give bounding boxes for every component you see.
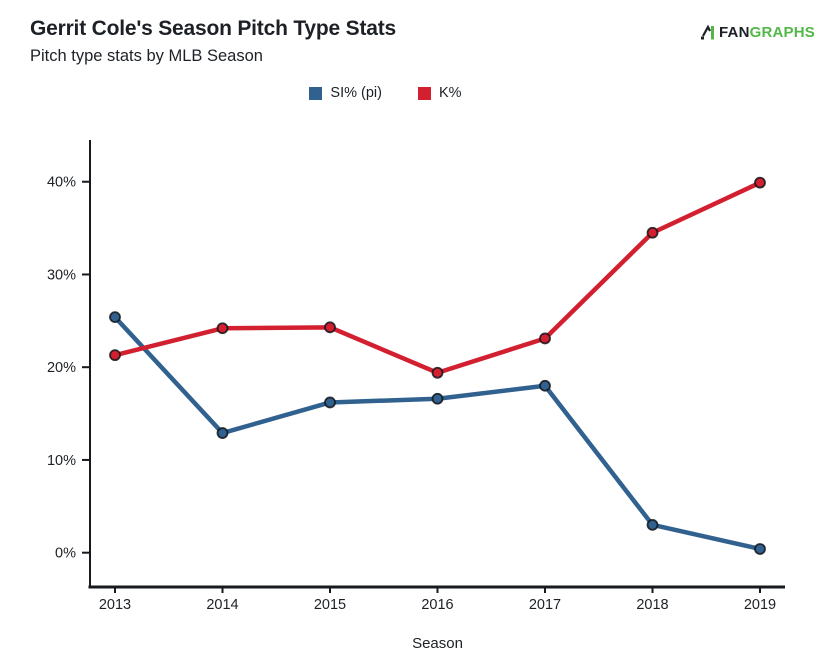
x-tick-label: 2013 [99, 597, 131, 613]
y-tick-label: 10% [47, 453, 76, 469]
data-point[interactable] [109, 349, 121, 362]
fangraphs-logo[interactable]: FAN GRAPHS [699, 24, 815, 41]
y-axis-ticks: 0% 10% 20% 30% 40% [47, 175, 90, 562]
x-tick-label: 2018 [636, 597, 668, 613]
y-tick-label: 20% [47, 360, 76, 376]
data-point[interactable] [646, 518, 659, 531]
y-tick-label: 40% [47, 175, 76, 191]
x-tick-label: 2015 [314, 597, 346, 613]
axes [88, 140, 785, 589]
page-title: Gerrit Cole's Season Pitch Type Stats [30, 17, 396, 40]
data-point[interactable] [646, 226, 659, 239]
x-axis-title-group: Season [412, 635, 463, 652]
series-points [109, 176, 766, 555]
data-point[interactable] [539, 332, 551, 345]
chart-header: Gerrit Cole's Season Pitch Type Stats Pi… [30, 16, 815, 67]
data-point[interactable] [754, 543, 766, 555]
legend-item-si[interactable]: SI% (pi) [309, 85, 382, 101]
x-tick-label: 2014 [206, 597, 238, 613]
data-point[interactable] [324, 396, 336, 409]
line-chart: 0%10%20%30%40%2013 2014 2015 2016 2017 2018 20… [47, 140, 785, 652]
data-point[interactable] [754, 176, 766, 189]
x-tick-label: 2016 [421, 597, 453, 613]
logo-text-graphs: GRAPHS [749, 24, 815, 41]
legend-item-k[interactable]: K% [418, 85, 462, 101]
series-lines [112, 180, 763, 552]
data-point[interactable] [216, 427, 229, 439]
legend-label-k: K% [439, 85, 462, 101]
fangraphs-logo-icon [699, 24, 716, 41]
x-axis-ticks: 2013 2014 2015 2016 2017 2018 2019 [99, 587, 776, 613]
logo-text-fan: FAN [719, 24, 750, 41]
y-tick-label: 0% [55, 546, 76, 562]
data-point[interactable] [216, 322, 229, 335]
data-point[interactable] [431, 366, 444, 379]
page-subtitle: Pitch type stats by MLB Season [30, 47, 263, 65]
data-point[interactable] [324, 321, 336, 334]
y-tick-label: 30% [47, 267, 76, 283]
legend-label-si: SI% (pi) [330, 85, 382, 101]
chart-legend: SI% (pi) K% [0, 85, 837, 101]
x-axis-title: Season [412, 635, 463, 652]
data-point[interactable] [539, 379, 551, 392]
k--line [112, 180, 763, 376]
legend-swatch-si [309, 86, 323, 100]
data-point[interactable] [431, 392, 444, 405]
si-pi--line [112, 314, 763, 552]
legend-swatch-k [418, 86, 431, 100]
data-point[interactable] [109, 311, 121, 324]
x-tick-label: 2017 [529, 597, 561, 613]
x-tick-label: 2019 [744, 597, 776, 613]
